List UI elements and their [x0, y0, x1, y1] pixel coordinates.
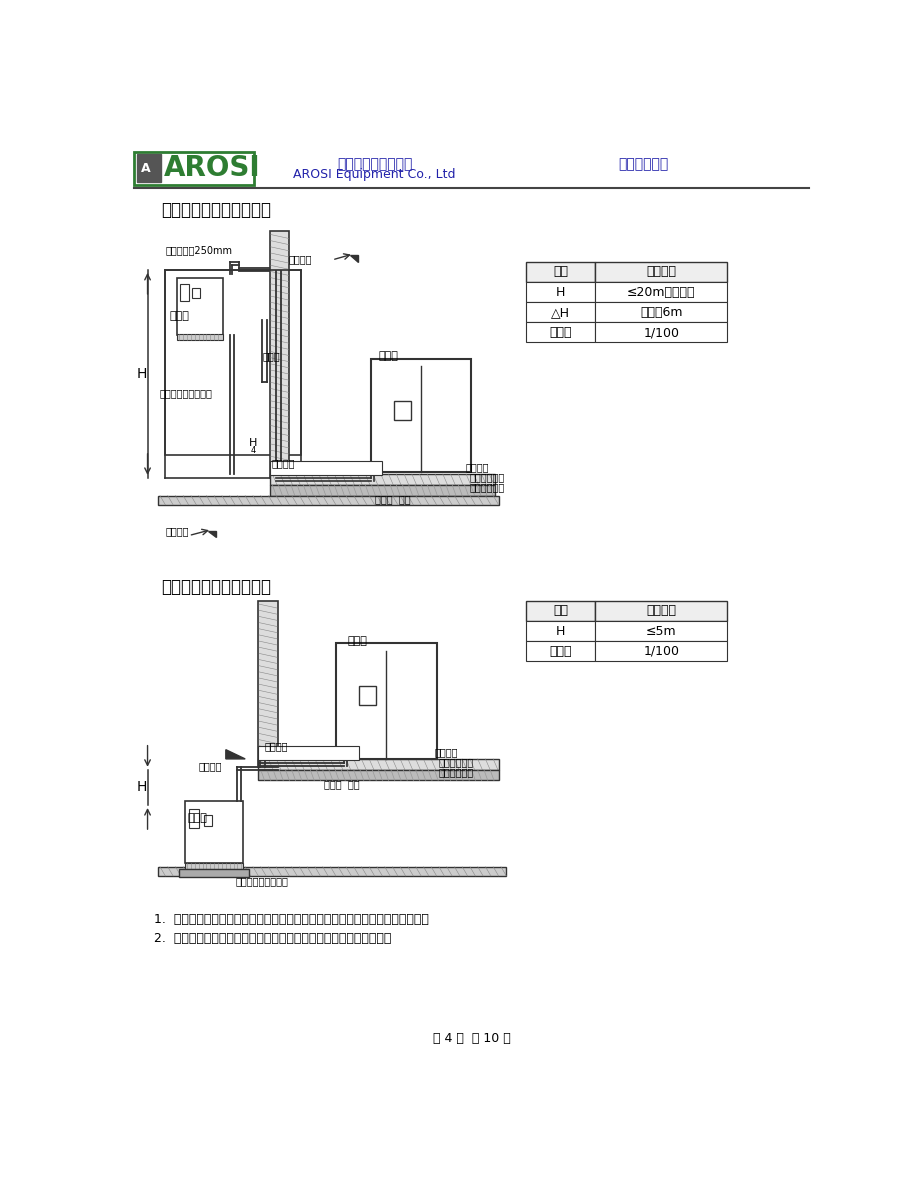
Bar	[595, 323, 726, 342]
Text: 气管倾斜: 气管倾斜	[289, 255, 312, 264]
Bar	[595, 641, 726, 661]
Bar	[269, 485, 494, 495]
Text: 气管倾斜: 气管倾斜	[199, 761, 222, 772]
Text: 凝结水排水管: 凝结水排水管	[470, 482, 505, 493]
Bar	[178, 869, 249, 877]
Text: 液管不得受阳光直射: 液管不得受阳光直射	[235, 875, 288, 886]
Text: 密封良好: 密封良好	[271, 459, 295, 468]
Text: 储油弯: 储油弯	[262, 351, 279, 361]
Bar	[176, 278, 223, 336]
Text: 精密控制系统: 精密控制系统	[618, 157, 668, 170]
Text: H: H	[136, 780, 146, 794]
Polygon shape	[349, 255, 357, 262]
Bar	[358, 686, 376, 705]
Text: 隔热层  地板: 隔热层 地板	[374, 494, 410, 504]
Text: 倾斜度: 倾斜度	[549, 646, 572, 657]
Text: 尺寸要求: 尺寸要求	[646, 604, 675, 617]
Text: 反冲弯高约250mm: 反冲弯高约250mm	[165, 245, 233, 255]
Text: 每上升6m: 每上升6m	[640, 306, 682, 319]
Text: 凝结水排水管: 凝结水排水管	[438, 767, 473, 778]
Bar	[185, 802, 243, 862]
Text: 室外机: 室外机	[169, 311, 189, 320]
Text: 4: 4	[250, 447, 255, 455]
Text: △H: △H	[550, 306, 570, 319]
Bar	[134, 152, 255, 185]
Text: 室外机: 室外机	[187, 812, 208, 823]
Bar	[269, 231, 289, 478]
Text: 2.  管径：一般按机组随机资料确定。如管路过长则按下表变化径管：: 2. 管径：一般按机组随机资料确定。如管路过长则按下表变化径管：	[153, 933, 391, 946]
Text: AROSI Equipment Co., Ltd: AROSI Equipment Co., Ltd	[293, 168, 456, 181]
Bar	[258, 759, 498, 769]
Bar	[258, 746, 358, 760]
Text: 室外机高于室内机安装图: 室外机高于室内机安装图	[162, 200, 271, 219]
Bar	[525, 601, 595, 621]
Text: 尺寸要求: 尺寸要求	[646, 266, 675, 279]
Bar	[204, 815, 211, 825]
Bar	[269, 461, 382, 475]
Text: AROSI: AROSI	[164, 155, 260, 182]
Text: H: H	[248, 438, 256, 448]
Bar	[157, 867, 505, 875]
Text: 1/100: 1/100	[642, 646, 678, 657]
Text: 隔热层  地板: 隔热层 地板	[323, 779, 359, 788]
Bar	[176, 333, 223, 341]
Text: 阿洛西设备有限公司: 阿洛西设备有限公司	[336, 157, 412, 170]
Bar	[525, 621, 595, 641]
Bar	[258, 601, 278, 767]
Bar	[258, 769, 498, 780]
Bar	[189, 809, 199, 828]
Bar	[393, 401, 411, 420]
Bar	[137, 155, 161, 182]
Bar	[185, 862, 243, 869]
Text: 密封良好: 密封良好	[265, 741, 288, 752]
Text: 1/100: 1/100	[642, 326, 678, 339]
Bar	[525, 262, 595, 282]
Text: 室内机: 室内机	[347, 636, 367, 646]
Polygon shape	[225, 749, 245, 759]
Text: 倾斜度: 倾斜度	[549, 326, 572, 339]
Bar	[525, 303, 595, 323]
Bar	[165, 270, 301, 455]
Text: 1.  制冷剂管道均用铜管焊接，铜管焊接前气瓶、焊枪、减压阀、气管安全检查。: 1. 制冷剂管道均用铜管焊接，铜管焊接前气瓶、焊枪、减压阀、气管安全检查。	[153, 913, 428, 925]
Text: H: H	[555, 286, 564, 299]
Polygon shape	[208, 531, 216, 537]
Bar	[142, 158, 155, 166]
Text: ≤20m（建议）: ≤20m（建议）	[627, 286, 695, 299]
Bar	[525, 323, 595, 342]
Text: 参数: 参数	[552, 266, 568, 279]
Bar	[595, 262, 726, 282]
Text: H: H	[555, 625, 564, 638]
Bar	[525, 282, 595, 303]
Text: 第 4 页  共 10 页: 第 4 页 共 10 页	[432, 1033, 510, 1046]
Text: 活动地板: 活动地板	[465, 462, 488, 473]
Bar	[335, 643, 437, 759]
Bar	[180, 283, 189, 301]
Bar	[595, 621, 726, 641]
Text: ≤5m: ≤5m	[645, 625, 676, 638]
Text: 液管不得受阳光直射: 液管不得受阳光直射	[159, 388, 211, 398]
Text: 加湿器供水管: 加湿器供水管	[438, 757, 473, 767]
Bar	[595, 282, 726, 303]
Bar	[157, 495, 498, 505]
Text: H: H	[136, 367, 146, 381]
Bar	[525, 641, 595, 661]
Text: 参数: 参数	[552, 604, 568, 617]
Text: A: A	[142, 162, 151, 175]
Bar	[269, 474, 494, 485]
Bar	[192, 288, 200, 299]
Bar	[370, 358, 471, 473]
Text: 活动地板: 活动地板	[434, 748, 458, 757]
Text: 加湿器供水管: 加湿器供水管	[470, 473, 505, 482]
Bar	[595, 303, 726, 323]
Bar	[595, 601, 726, 621]
Text: 气管倾斜: 气管倾斜	[165, 526, 188, 536]
Text: 室外机低于室内机安装图: 室外机低于室内机安装图	[162, 578, 271, 596]
Text: 室内机: 室内机	[378, 351, 398, 361]
